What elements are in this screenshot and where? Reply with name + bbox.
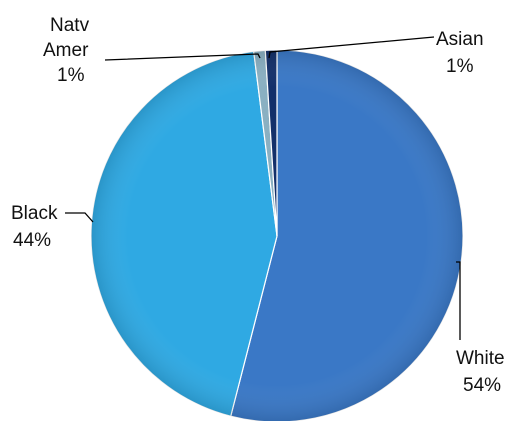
label-black-name: Black	[11, 203, 58, 224]
leader-line-white	[456, 261, 461, 340]
label-asian-name: Asian	[436, 29, 484, 50]
label-natv-amer-name-line2: Amer	[43, 40, 89, 61]
leader-line-black	[65, 212, 94, 223]
label-natv-amer-value: 1%	[57, 65, 85, 86]
label-white-value: 54%	[463, 375, 501, 396]
label-natv-amer-name-line1: Natv	[50, 15, 90, 36]
leader-line-asian	[268, 36, 435, 59]
leader-line-natv-amer	[104, 53, 261, 61]
label-asian-value: 1%	[446, 56, 474, 77]
label-black-value: 44%	[13, 230, 51, 251]
pie-shading	[91, 50, 463, 421]
label-white-name: White	[456, 348, 505, 369]
